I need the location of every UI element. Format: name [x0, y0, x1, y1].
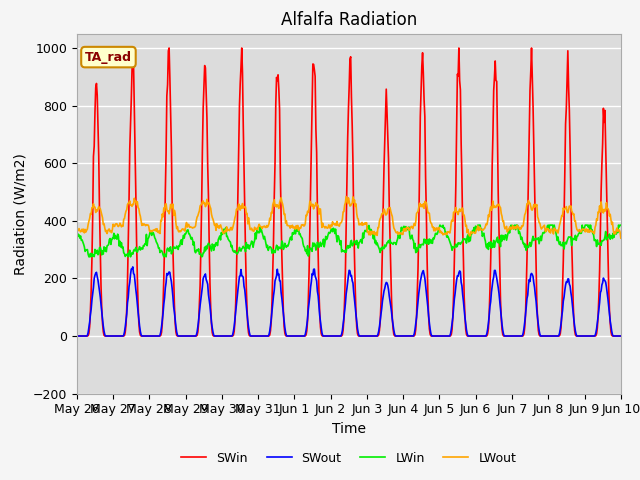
SWin — [617, 333, 625, 339]
Line: SWin: SWin — [77, 48, 621, 336]
SWout — [431, 333, 439, 339]
SWout — [416, 284, 424, 290]
SWin — [431, 333, 439, 339]
SWin — [73, 333, 81, 339]
LWin — [617, 222, 625, 228]
LWin — [416, 241, 424, 247]
LWout — [83, 228, 90, 233]
LWout — [342, 193, 350, 199]
LWout — [139, 221, 147, 227]
SWin — [165, 45, 173, 51]
SWout — [195, 317, 202, 323]
SWout — [223, 333, 231, 339]
Line: LWout: LWout — [77, 196, 621, 238]
SWin — [195, 320, 202, 326]
LWout — [431, 228, 439, 234]
SWout — [140, 333, 147, 339]
LWin — [73, 236, 81, 242]
LWout — [194, 213, 202, 219]
X-axis label: Time: Time — [332, 422, 366, 436]
SWout — [617, 333, 625, 339]
LWin — [83, 247, 90, 253]
LWin — [85, 254, 93, 260]
SWout — [129, 264, 136, 270]
Text: TA_rad: TA_rad — [85, 50, 132, 63]
LWin — [140, 242, 147, 248]
Line: SWout: SWout — [77, 267, 621, 336]
Legend: SWin, SWout, LWin, LWout: SWin, SWout, LWin, LWout — [176, 447, 522, 469]
Line: LWin: LWin — [77, 225, 621, 257]
LWin — [436, 222, 444, 228]
SWout — [73, 333, 81, 339]
Title: Alfalfa Radiation: Alfalfa Radiation — [281, 11, 417, 29]
SWin — [223, 333, 231, 339]
LWin — [195, 246, 202, 252]
LWout — [416, 201, 424, 206]
LWout — [617, 235, 625, 241]
SWin — [416, 170, 424, 176]
LWin — [223, 233, 231, 239]
LWout — [73, 228, 81, 234]
SWin — [139, 333, 147, 339]
LWout — [223, 224, 230, 229]
SWin — [83, 333, 90, 339]
LWin — [431, 230, 439, 236]
Y-axis label: Radiation (W/m2): Radiation (W/m2) — [13, 153, 27, 275]
SWout — [83, 333, 90, 339]
